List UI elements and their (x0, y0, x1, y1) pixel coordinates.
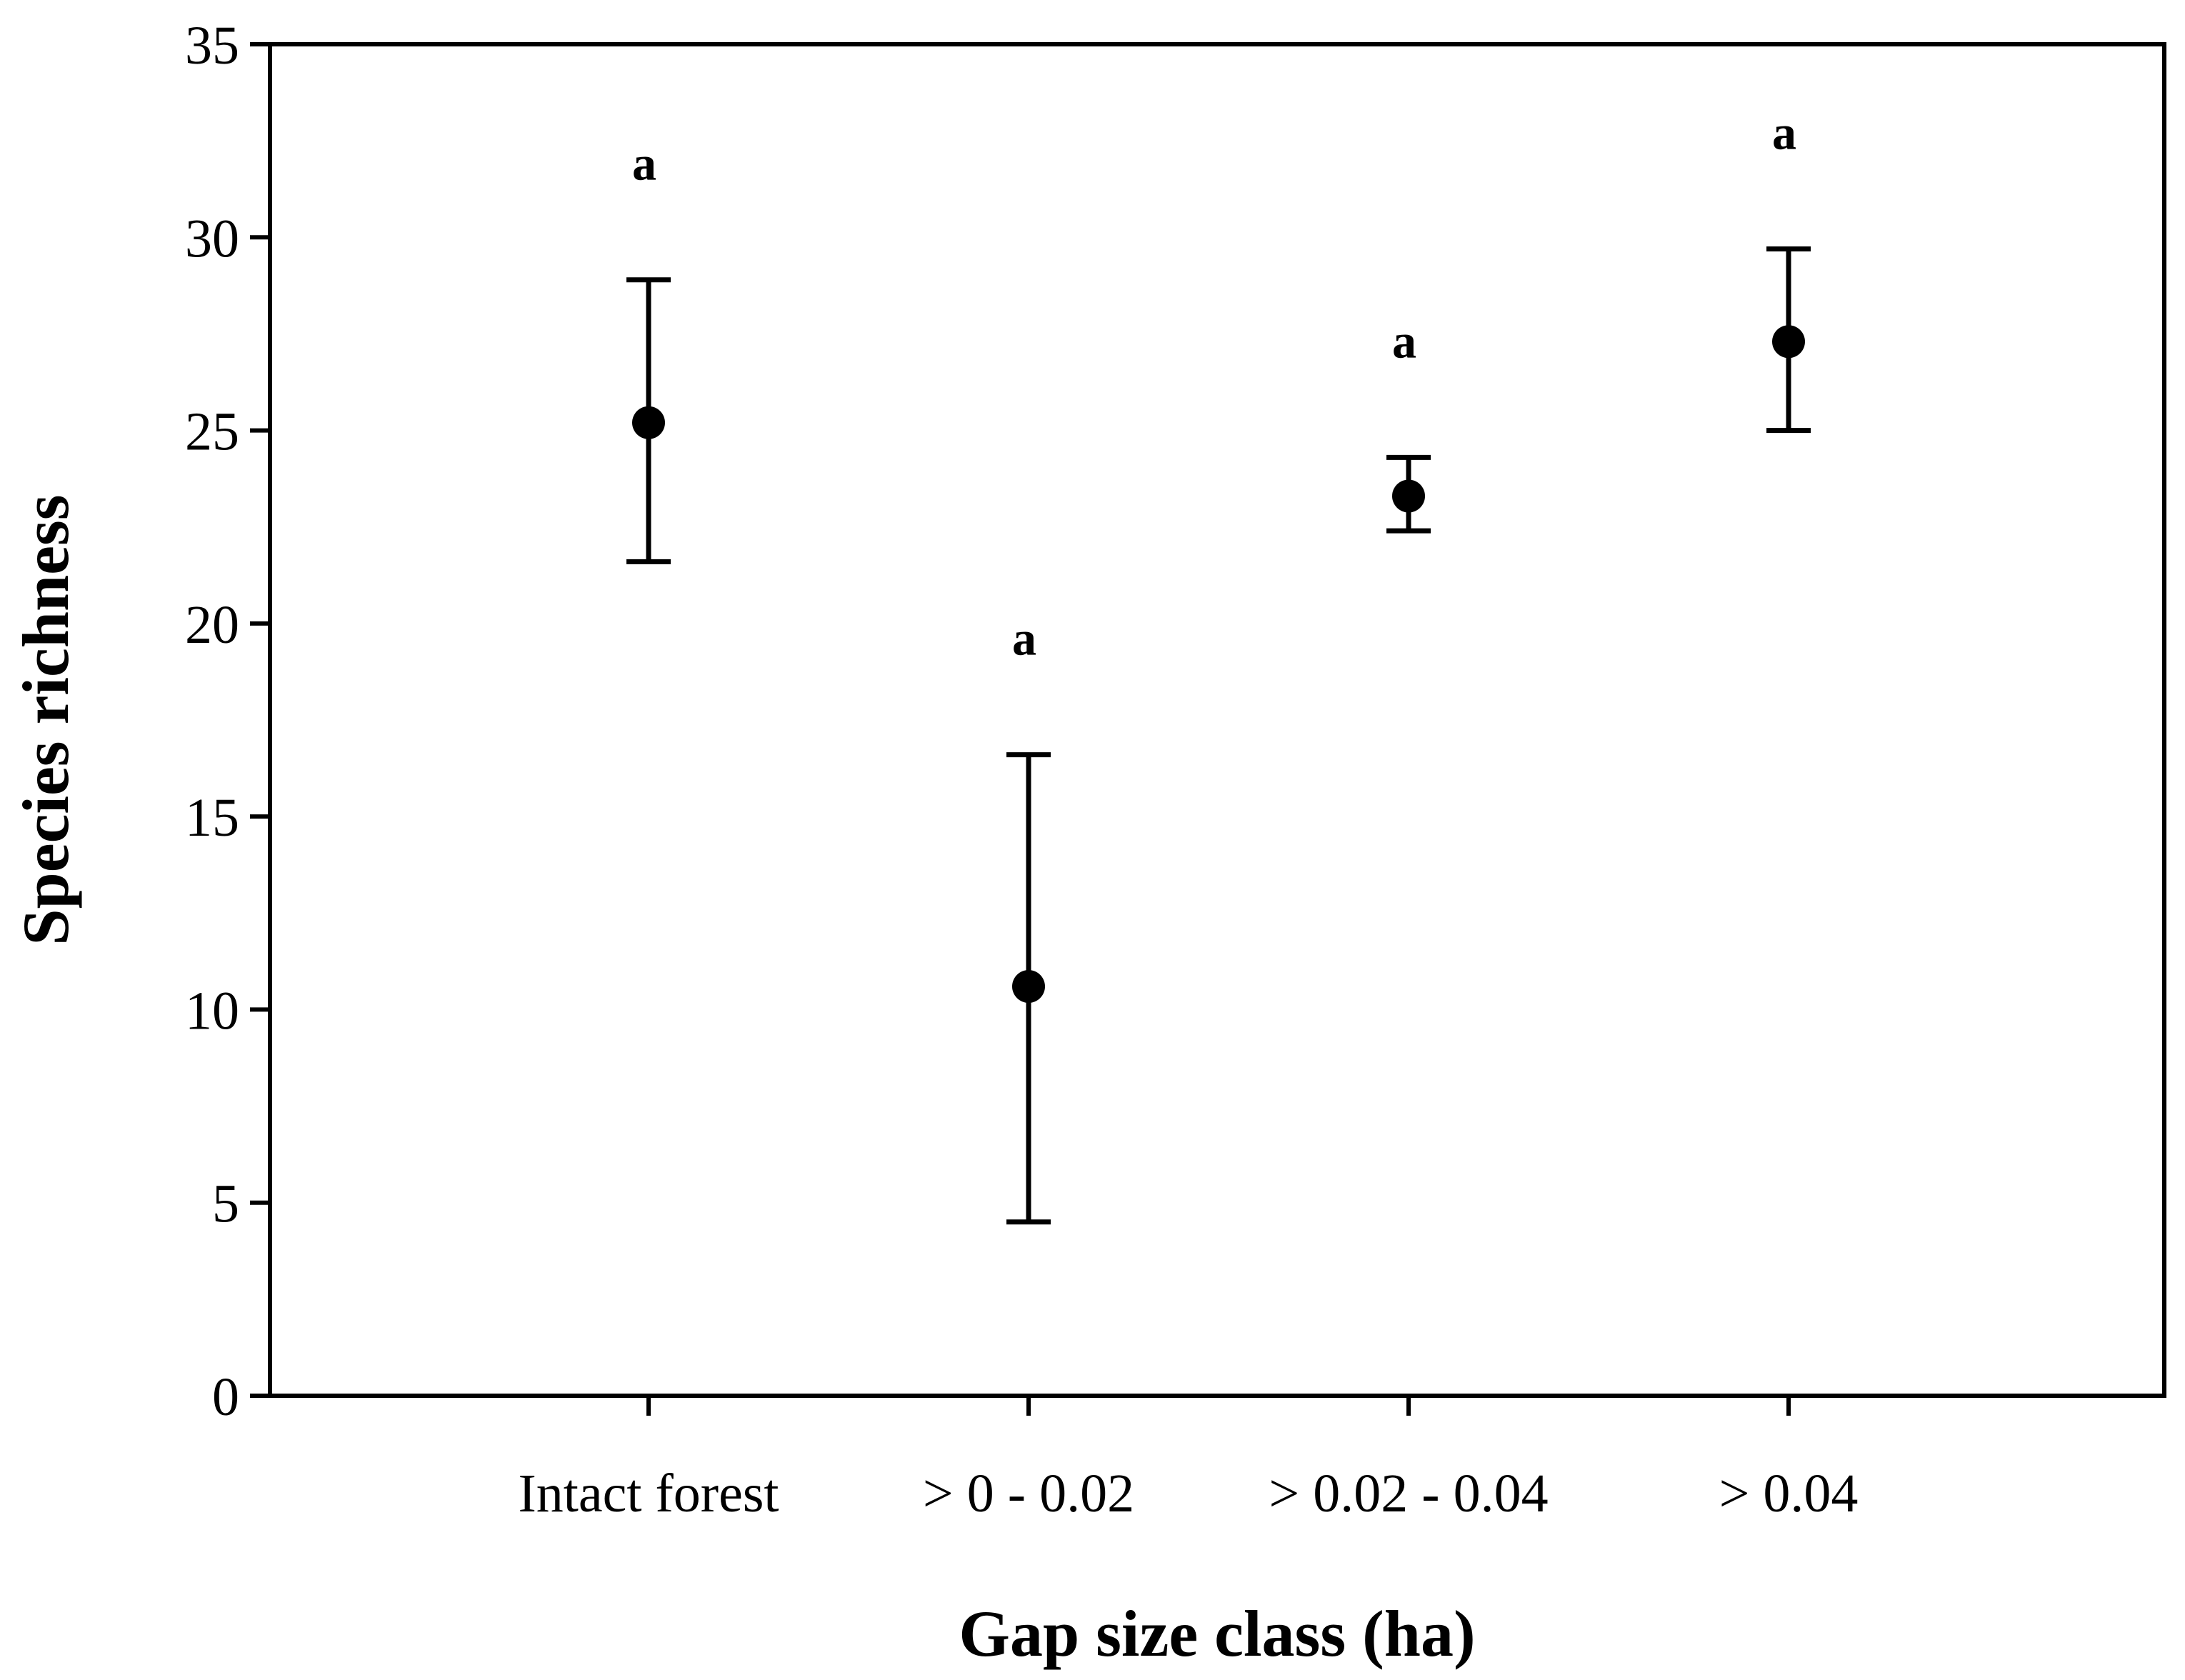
data-point (1012, 969, 1045, 1003)
y-tick-label: 10 (185, 981, 239, 1041)
x-tick-label: Intact forest (518, 1464, 779, 1524)
data-point (1772, 325, 1805, 359)
x-axis: Intact forest > 0 - 0.02 > 0.02 - 0.04 > 0.… (518, 1396, 1858, 1524)
y-tick-label: 25 (185, 402, 239, 462)
x-axis-title: Gap size class (ha) (959, 1597, 1475, 1670)
significance-letter: a (1392, 314, 1416, 368)
y-tick-label: 30 (185, 209, 239, 269)
x-tick-label: > 0 - 0.02 (923, 1464, 1134, 1524)
significance-letter: a (1772, 106, 1796, 160)
significance-letter: a (632, 136, 656, 191)
significance-letter: a (1012, 611, 1036, 666)
data-points: a a a a (626, 106, 1811, 1225)
y-tick-label: 35 (185, 16, 239, 76)
y-tick-label: 15 (185, 788, 239, 848)
data-point (632, 406, 665, 439)
data-point (1392, 479, 1425, 513)
x-tick-label: > 0.04 (1719, 1464, 1859, 1524)
y-tick-label: 20 (185, 595, 239, 655)
y-tick-label: 0 (212, 1367, 239, 1427)
y-axis: 0 5 10 15 20 25 30 35 (185, 16, 270, 1427)
x-tick-label: > 0.02 - 0.04 (1269, 1464, 1548, 1524)
plot-frame (268, 42, 2166, 1398)
y-tick-label: 5 (212, 1174, 239, 1234)
y-axis-title: Species richness (9, 494, 82, 945)
